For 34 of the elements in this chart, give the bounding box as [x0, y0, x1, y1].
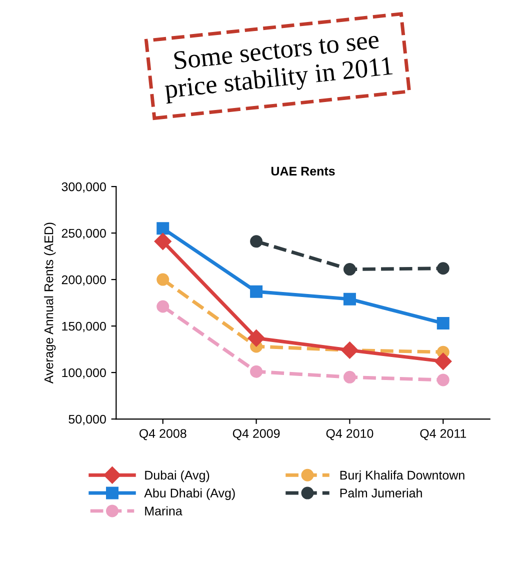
point	[436, 262, 450, 275]
point	[341, 342, 358, 359]
point	[154, 232, 172, 250]
x-tick-label: Q4 2009	[232, 429, 280, 440]
legend-label: Marina	[145, 506, 182, 516]
point	[436, 374, 450, 386]
y-axis-title: Average Annual Rents (AED)	[44, 222, 56, 384]
point	[250, 235, 263, 248]
legend-label: Palm Jumeriah	[340, 488, 422, 498]
y-tick-label: 250,000	[62, 228, 106, 240]
y-tick-label: 300,000	[62, 182, 106, 193]
y-tick-label: 150,000	[62, 322, 106, 332]
point	[434, 352, 452, 370]
chart-subtitle: UAE Rents	[271, 166, 335, 176]
legend-label: Dubai (Avg)	[145, 470, 210, 482]
point	[343, 370, 356, 384]
point	[250, 285, 263, 298]
point	[343, 292, 356, 306]
legend-label: Burj Khalifa Downtown	[340, 470, 464, 482]
y-tick-label: 100,000	[62, 368, 106, 379]
point	[436, 316, 450, 330]
x-tick-label: Q4 2010	[326, 429, 374, 440]
point	[343, 263, 356, 276]
point	[156, 273, 170, 286]
x-tick-label: Q4 2011	[420, 429, 466, 440]
point	[156, 222, 170, 235]
x-tick-label: Q4 2008	[139, 429, 186, 440]
y-tick-label: 200,000	[62, 275, 106, 286]
legend-label: Abu Dhabi (Avg)	[144, 488, 235, 500]
chart-title: Some sectors to see price stability in 2011	[164, 30, 394, 104]
point	[250, 365, 263, 378]
point	[156, 300, 170, 313]
y-tick-label: 50,000	[68, 414, 106, 426]
point	[248, 330, 265, 347]
